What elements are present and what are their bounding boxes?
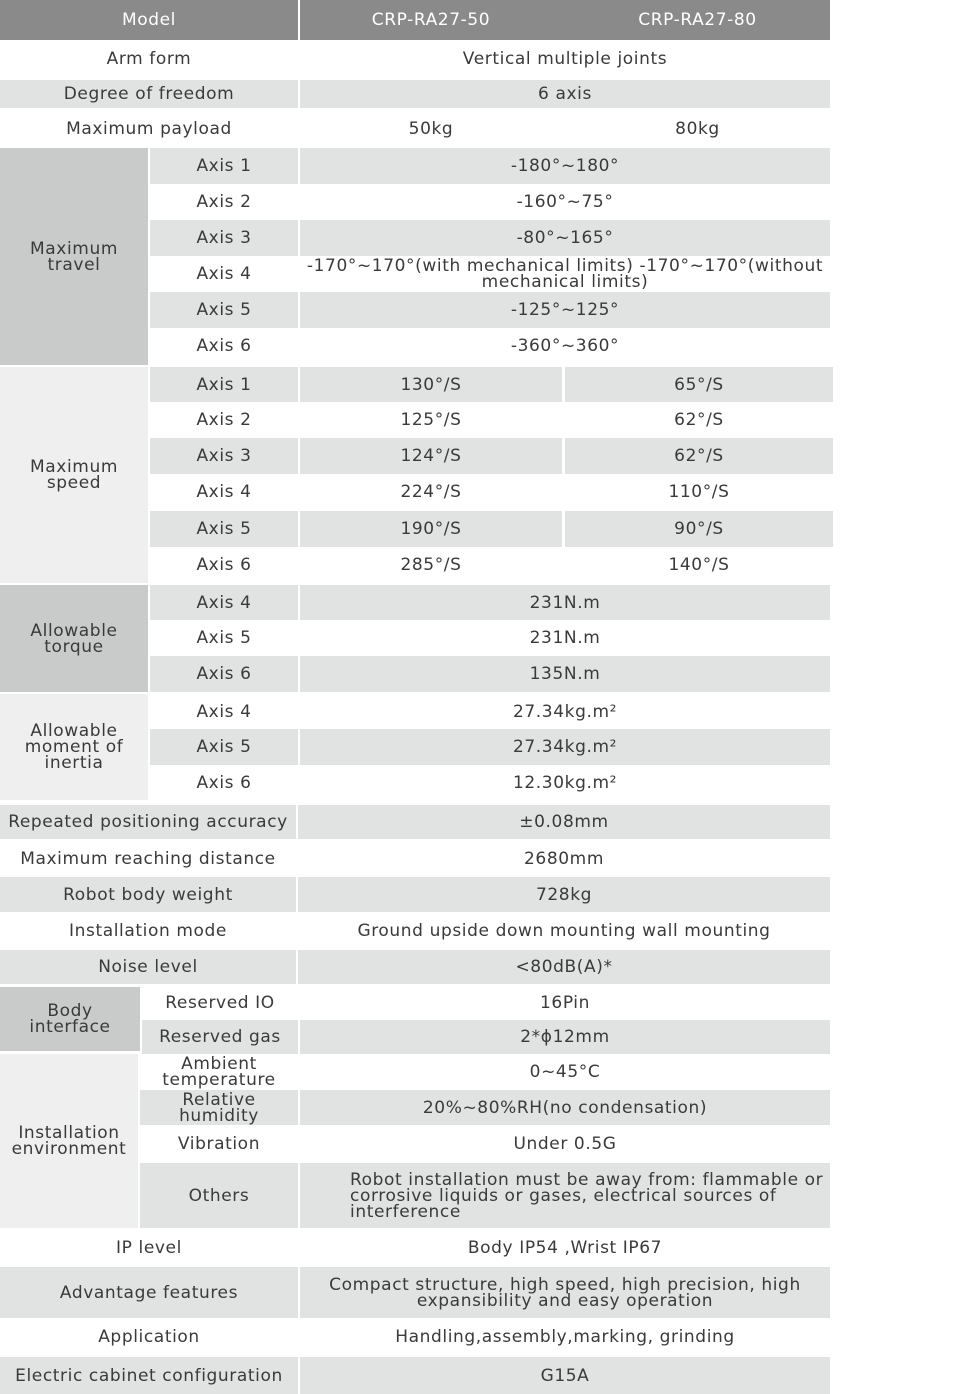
travel-axis-label: Axis 6 — [150, 328, 298, 364]
speed-value-80: 65°/S — [565, 367, 833, 403]
inertia-value: 12.30kg.m² — [300, 765, 830, 801]
body-interface-item-value: 16Pin — [300, 987, 830, 1019]
inertia-value: 27.34kg.m² — [300, 729, 830, 765]
speed-value-50: 285°/S — [300, 547, 562, 583]
travel-axis-label: Axis 4 — [150, 256, 298, 292]
cabinet-value: G15A — [300, 1357, 830, 1394]
inertia-value: 27.34kg.m² — [300, 694, 830, 730]
inertia-axis-label: Axis 5 — [150, 729, 298, 765]
noise-value: <80dB(A)* — [298, 950, 830, 984]
weight-value: 728kg — [298, 877, 830, 912]
inertia-group-label: Allowable moment of inertia — [0, 694, 148, 800]
speed-axis-label: Axis 5 — [150, 511, 298, 547]
speed-axis-label: Axis 4 — [150, 474, 298, 510]
inertia-axis-label: Axis 6 — [150, 765, 298, 801]
reach-value: 2680mm — [298, 840, 830, 877]
speed-value-80: 62°/S — [565, 438, 833, 474]
environment-item-label: Relative humidity — [140, 1090, 298, 1125]
advantage-label: Advantage features — [0, 1267, 298, 1318]
travel-value: -160°~75° — [300, 184, 830, 220]
application-label: Application — [0, 1318, 298, 1355]
reach-label: Maximum reaching distance — [0, 840, 296, 877]
advantage-value: Compact structure, high speed, high prec… — [300, 1267, 830, 1318]
header-model-50: CRP-RA27-50 — [300, 0, 562, 40]
speed-axis-label: Axis 2 — [150, 402, 298, 438]
body-interface-item-label: Reserved gas — [142, 1020, 298, 1054]
travel-axis-label: Axis 5 — [150, 292, 298, 328]
speed-value-80: 62°/S — [565, 402, 833, 438]
speed-value-50: 124°/S — [300, 438, 562, 474]
body-interface-group-label: Body interface — [0, 987, 140, 1051]
torque-value: 231N.m — [300, 620, 830, 656]
travel-value: -170°~170°(with mechanical limits) -170°… — [300, 256, 830, 292]
travel-value: -80°~165° — [300, 220, 830, 256]
speed-value-50: 125°/S — [300, 402, 562, 438]
speed-axis-label: Axis 6 — [150, 547, 298, 583]
torque-value: 231N.m — [300, 585, 830, 621]
speed-axis-label: Axis 1 — [150, 367, 298, 403]
arm-form-value: Vertical multiple joints — [300, 40, 830, 78]
arm-form-label: Arm form — [0, 40, 298, 78]
travel-axis-label: Axis 1 — [150, 148, 298, 184]
speed-value-50: 224°/S — [300, 474, 562, 510]
speed-value-50: 130°/S — [300, 367, 562, 403]
travel-value: -180°~180° — [300, 148, 830, 184]
body-interface-item-label: Reserved IO — [142, 987, 298, 1019]
payload-50: 50kg — [300, 110, 562, 148]
cabinet-label: Electric cabinet configuration — [0, 1357, 298, 1394]
speed-axis-label: Axis 3 — [150, 438, 298, 474]
torque-value: 135N.m — [300, 656, 830, 692]
speed-value-80: 140°/S — [565, 547, 833, 583]
speed-group-label: Maximum speed — [0, 367, 148, 583]
dof-label: Degree of freedom — [0, 80, 298, 108]
environment-item-label: Vibration — [140, 1126, 298, 1162]
noise-label: Noise level — [0, 950, 296, 984]
weight-label: Robot body weight — [0, 877, 296, 912]
inertia-axis-label: Axis 4 — [150, 694, 298, 730]
payload-80: 80kg — [565, 110, 830, 148]
environment-item-value: 0~45°C — [300, 1054, 830, 1089]
environment-item-label: Others — [140, 1163, 298, 1228]
torque-axis-label: Axis 6 — [150, 656, 298, 692]
torque-axis-label: Axis 4 — [150, 585, 298, 621]
environment-item-value: 20%~80%RH(no condensation) — [300, 1090, 830, 1125]
travel-axis-label: Axis 3 — [150, 220, 298, 256]
environment-item-label: Ambient temperature — [140, 1054, 298, 1089]
travel-value: -125°~125° — [300, 292, 830, 328]
environment-item-value: Robot installation must be away from: fl… — [300, 1163, 830, 1228]
install-mode-label: Installation mode — [0, 912, 296, 950]
speed-value-50: 190°/S — [300, 511, 562, 547]
install-mode-value: Ground upside down mounting wall mountin… — [298, 912, 830, 950]
header-model-label: Model — [0, 0, 298, 40]
ip-label: IP level — [0, 1230, 298, 1265]
travel-axis-label: Axis 2 — [150, 184, 298, 220]
repeat-label: Repeated positioning accuracy — [0, 805, 296, 839]
travel-value: -360°~360° — [300, 328, 830, 364]
environment-group-label: Installation environment — [0, 1054, 138, 1228]
payload-label: Maximum payload — [0, 110, 298, 148]
speed-value-80: 110°/S — [565, 474, 833, 510]
environment-item-value: Under 0.5G — [300, 1126, 830, 1162]
application-value: Handling,assembly,marking, grinding — [300, 1318, 830, 1355]
repeat-value: ±0.08mm — [298, 805, 830, 839]
torque-group-label: Allowable torque — [0, 585, 148, 692]
body-interface-item-value: 2*ϕ12mm — [300, 1020, 830, 1054]
speed-value-80: 90°/S — [565, 511, 833, 547]
dof-value: 6 axis — [300, 80, 830, 108]
header-model-80: CRP-RA27-80 — [565, 0, 830, 40]
travel-group-label: Maximum travel — [0, 148, 148, 365]
torque-axis-label: Axis 5 — [150, 620, 298, 656]
ip-value: Body IP54 ,Wrist IP67 — [300, 1230, 830, 1265]
